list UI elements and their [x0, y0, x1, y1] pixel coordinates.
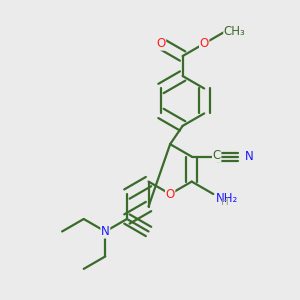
Text: O: O	[156, 37, 166, 50]
Text: H: H	[221, 197, 229, 207]
Text: N: N	[244, 150, 253, 163]
Text: O: O	[200, 37, 209, 50]
Text: NH₂: NH₂	[216, 192, 238, 205]
Text: O: O	[166, 188, 175, 201]
Text: CH₃: CH₃	[224, 25, 246, 38]
Text: N: N	[101, 225, 110, 238]
Text: C: C	[213, 148, 221, 162]
